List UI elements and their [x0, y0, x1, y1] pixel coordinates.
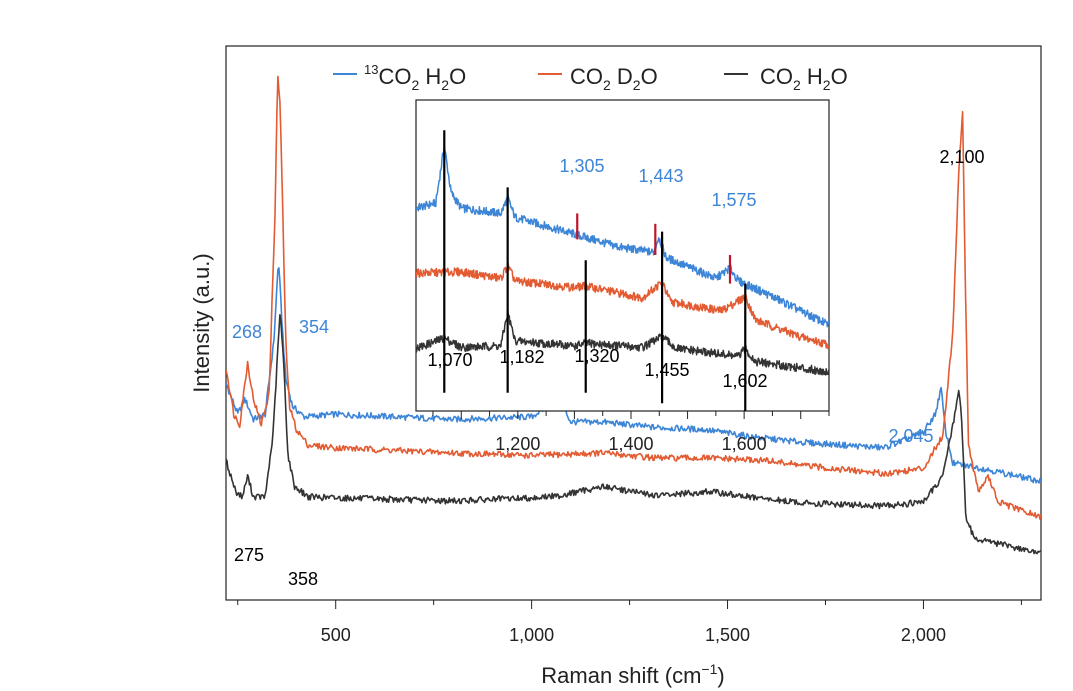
inset-peak-label: 1,575 [711, 190, 756, 210]
legend-sub: 2 [411, 77, 419, 93]
legend-mid: H [419, 64, 441, 89]
legend-sup: 13 [364, 62, 378, 77]
legend-main: CO [378, 64, 411, 89]
legend-sub: 2 [793, 77, 801, 93]
inset-series-line [416, 262, 829, 350]
inset-series-line [416, 308, 829, 376]
x-tick-label: 1,500 [705, 625, 750, 645]
legend-sub: 2 [441, 77, 449, 93]
legend-mid: H [801, 64, 823, 89]
x-axis-label-close: ) [717, 663, 724, 688]
inset-series-line [416, 144, 829, 328]
legend-mid: D [611, 64, 633, 89]
plot-frame [225, 45, 1042, 601]
x-tick-label: 2,000 [901, 625, 946, 645]
inset-peak-label: 1,320 [574, 346, 619, 366]
inset-series-group [416, 144, 829, 376]
inset-peak-label: 1,443 [638, 166, 683, 186]
series-line [226, 314, 1041, 555]
inset-plot: 1,200 1,400 1,600 1,305 1,443 1,575 1,070 1,182… [415, 99, 830, 454]
x-tick-label: 1,000 [509, 625, 554, 645]
legend-end: O [449, 64, 466, 89]
inset-peak-label: 1,182 [499, 347, 544, 367]
inset-peak-label: 1,602 [722, 371, 767, 391]
legend-entry: CO2 D2O [570, 64, 658, 93]
peak-label: 2,045 [888, 426, 933, 446]
legend-end: O [641, 64, 658, 89]
inset-tick-label: 1,200 [495, 434, 540, 454]
legend-sub: 2 [823, 77, 831, 93]
inset-tick-label: 1,400 [608, 434, 653, 454]
main-series-group [226, 75, 1041, 555]
inset-frame [415, 99, 830, 412]
inset-peak-label: 1,070 [427, 350, 472, 370]
y-axis-label: Intensity (a.u.) [189, 253, 214, 392]
main-plot: 500 1,000 1,500 2,000 Raman shift (cm−1) Inte… [189, 45, 1042, 688]
x-tick-label: 500 [321, 625, 351, 645]
legend-main: CO [760, 64, 793, 89]
peak-label: 2,100 [939, 147, 984, 167]
legend-sub: 2 [603, 77, 611, 93]
legend-entry: 13CO2 H2O [364, 62, 466, 93]
legend: 13CO2 H2O CO2 D2O CO2 H2O [333, 62, 848, 93]
peak-label: 358 [288, 569, 318, 589]
series-line [226, 267, 1041, 484]
peak-label: 275 [234, 545, 264, 565]
legend-end: O [831, 64, 848, 89]
legend-main: CO [570, 64, 603, 89]
legend-sub: 2 [633, 77, 641, 93]
x-axis-label-main: Raman shift (cm [541, 663, 701, 688]
x-axis-label-sup: −1 [701, 661, 717, 677]
peak-label: 354 [299, 317, 329, 337]
series-line [226, 75, 1041, 520]
inset-peak-label: 1,305 [559, 156, 604, 176]
x-axis-label: Raman shift (cm−1) [541, 661, 724, 688]
peak-label: 268 [232, 322, 262, 342]
inset-tick-label: 1,600 [722, 434, 767, 454]
legend-entry: CO2 H2O [760, 64, 848, 93]
inset-peak-label: 1,455 [644, 360, 689, 380]
